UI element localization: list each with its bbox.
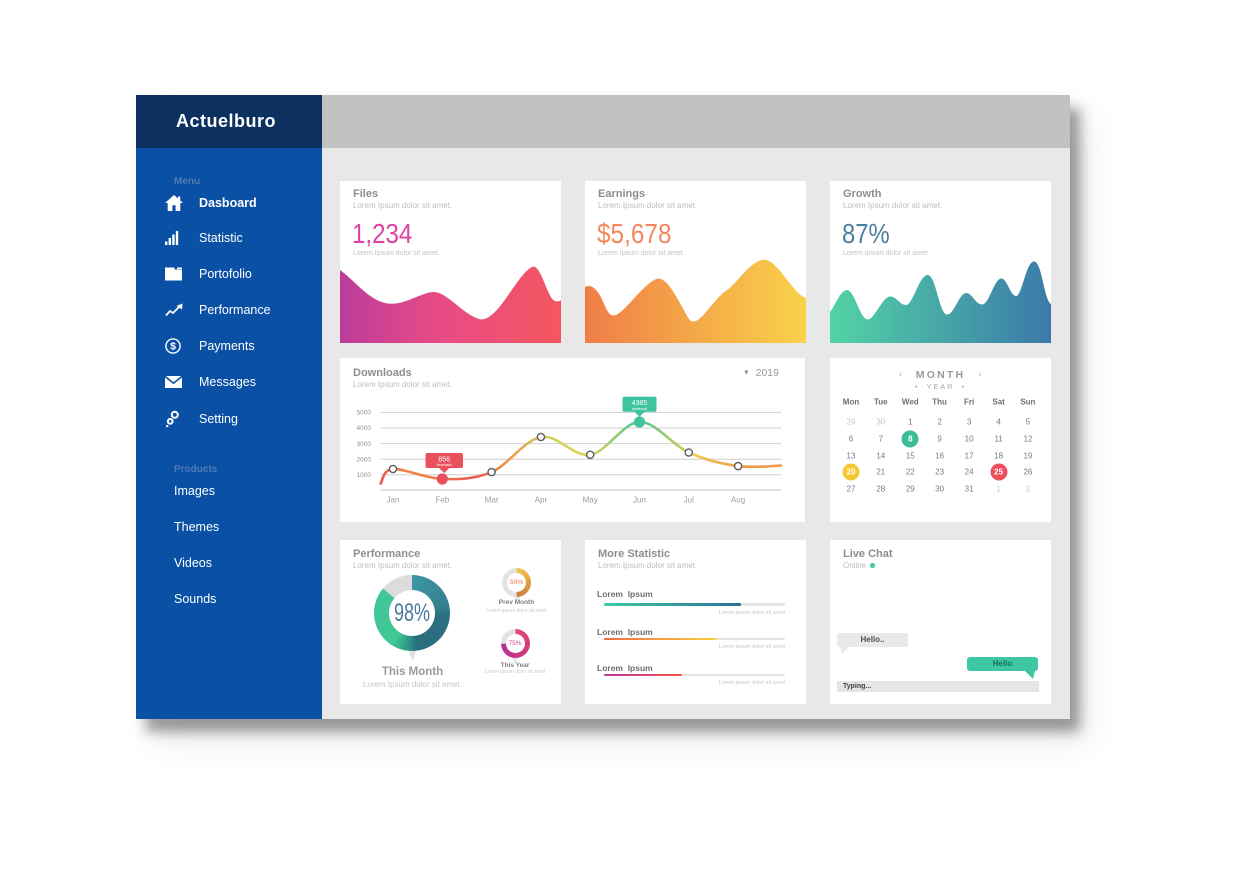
- svg-text:May: May: [583, 496, 598, 505]
- svg-text:$: $: [170, 341, 176, 353]
- svg-text:1000: 1000: [357, 472, 372, 479]
- svg-text:3000: 3000: [357, 441, 372, 448]
- svg-text:Feb: Feb: [435, 496, 449, 505]
- svg-text:Aug: Aug: [731, 496, 745, 505]
- svg-text:4000: 4000: [357, 425, 372, 432]
- svg-text:5000: 5000: [357, 410, 372, 417]
- svg-text:4385: 4385: [632, 400, 648, 407]
- svg-text:Apr: Apr: [535, 496, 548, 505]
- svg-text:downloads: downloads: [437, 463, 453, 467]
- svg-text:Jun: Jun: [633, 496, 646, 505]
- svg-text:2000: 2000: [357, 456, 372, 463]
- svg-text:Jan: Jan: [387, 496, 400, 505]
- svg-text:Jul: Jul: [684, 496, 694, 505]
- svg-text:Mar: Mar: [485, 496, 499, 505]
- svg-text:downloads: downloads: [632, 407, 648, 411]
- svg-text:856: 856: [438, 457, 450, 464]
